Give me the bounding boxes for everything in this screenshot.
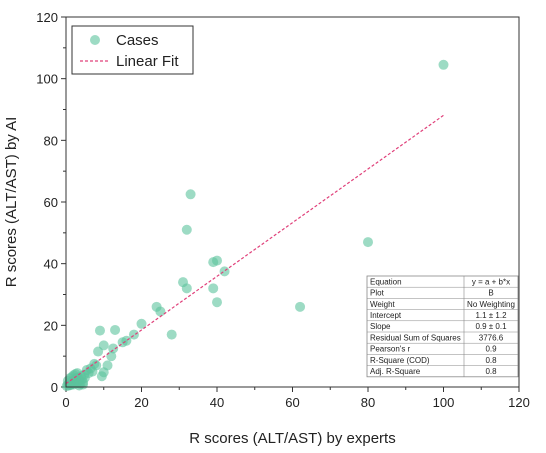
fit-table-label: Slope bbox=[370, 322, 391, 331]
y-tick-label: 0 bbox=[51, 380, 58, 395]
fit-line-group bbox=[65, 114, 444, 385]
fit-table-label: Pearson's r bbox=[370, 345, 411, 354]
data-point bbox=[102, 360, 113, 371]
data-point bbox=[94, 325, 105, 336]
legend-label: Cases bbox=[116, 32, 159, 49]
fit-table-value: 3776.6 bbox=[479, 333, 504, 342]
data-point bbox=[110, 324, 121, 335]
data-point bbox=[181, 224, 192, 235]
x-tick-label: 120 bbox=[508, 395, 530, 410]
fit-table-value: 0.9 ± 0.1 bbox=[475, 322, 507, 331]
data-point bbox=[438, 59, 449, 70]
x-axis-label: R scores (ALT/AST) by experts bbox=[189, 430, 395, 447]
x-tick-label: 0 bbox=[62, 395, 69, 410]
fit-table-label: Equation bbox=[370, 277, 402, 286]
x-tick-label: 100 bbox=[433, 395, 455, 410]
data-point bbox=[98, 340, 109, 351]
fit-table-value: 0.8 bbox=[485, 367, 497, 376]
y-tick-label: 60 bbox=[44, 195, 58, 210]
legend-marker-cases bbox=[90, 35, 100, 45]
fit-table-label: Intercept bbox=[370, 311, 402, 320]
fit-table-value: No Weighting bbox=[467, 300, 515, 309]
data-point bbox=[219, 266, 230, 277]
data-point bbox=[91, 360, 102, 371]
x-tick-label: 80 bbox=[361, 395, 375, 410]
x-tick-label: 20 bbox=[134, 395, 148, 410]
fit-table-label: Residual Sum of Squares bbox=[370, 333, 461, 342]
data-point bbox=[155, 306, 166, 317]
data-point bbox=[108, 343, 119, 354]
x-tick-label: 40 bbox=[210, 395, 224, 410]
data-point bbox=[208, 283, 219, 294]
data-point bbox=[363, 237, 373, 248]
fit-table-label: Weight bbox=[370, 300, 396, 309]
fit-table-value: 0.8 bbox=[485, 356, 497, 365]
data-point bbox=[185, 189, 196, 200]
x-tick-label: 60 bbox=[285, 395, 299, 410]
fit-table-label: R-Square (COD) bbox=[370, 356, 430, 365]
legend-box bbox=[71, 25, 194, 75]
data-point bbox=[66, 372, 77, 383]
data-point bbox=[212, 255, 222, 266]
fit-line bbox=[65, 114, 444, 385]
data-point bbox=[181, 283, 192, 294]
y-tick-label: 100 bbox=[36, 72, 58, 87]
data-point bbox=[166, 329, 177, 340]
data-point bbox=[212, 297, 222, 308]
y-tick-label: 20 bbox=[44, 318, 58, 333]
axis-ticks: 0 20 40 60 80 100 120 0 20 40 60 80 100 120 bbox=[36, 10, 530, 410]
y-tick-label: 40 bbox=[44, 257, 58, 272]
fit-statistics-table: Equation y = a + b*x Plot B Weight No Weighti… bbox=[366, 275, 519, 378]
data-point bbox=[128, 329, 139, 340]
fit-table-value: 1.1 ± 1.2 bbox=[475, 311, 507, 320]
fit-table-value: 0.9 bbox=[485, 345, 497, 354]
plot-frame bbox=[65, 16, 520, 388]
y-axis-label: R scores (ALT/AST) by AI bbox=[3, 117, 20, 288]
data-point bbox=[136, 318, 147, 329]
legend: Cases Linear Fit bbox=[71, 25, 194, 75]
y-tick-label: 120 bbox=[36, 10, 58, 25]
fit-table-box bbox=[366, 275, 519, 378]
data-point bbox=[295, 301, 306, 312]
fit-table-value: B bbox=[488, 289, 493, 298]
data-point bbox=[77, 379, 88, 390]
fit-table-label: Plot bbox=[370, 289, 385, 298]
fit-table-value: y = a + b*x bbox=[472, 277, 510, 286]
legend-label: Linear Fit bbox=[116, 53, 179, 70]
y-tick-label: 80 bbox=[44, 133, 58, 148]
fit-table-label: Adj. R-Square bbox=[370, 367, 421, 376]
